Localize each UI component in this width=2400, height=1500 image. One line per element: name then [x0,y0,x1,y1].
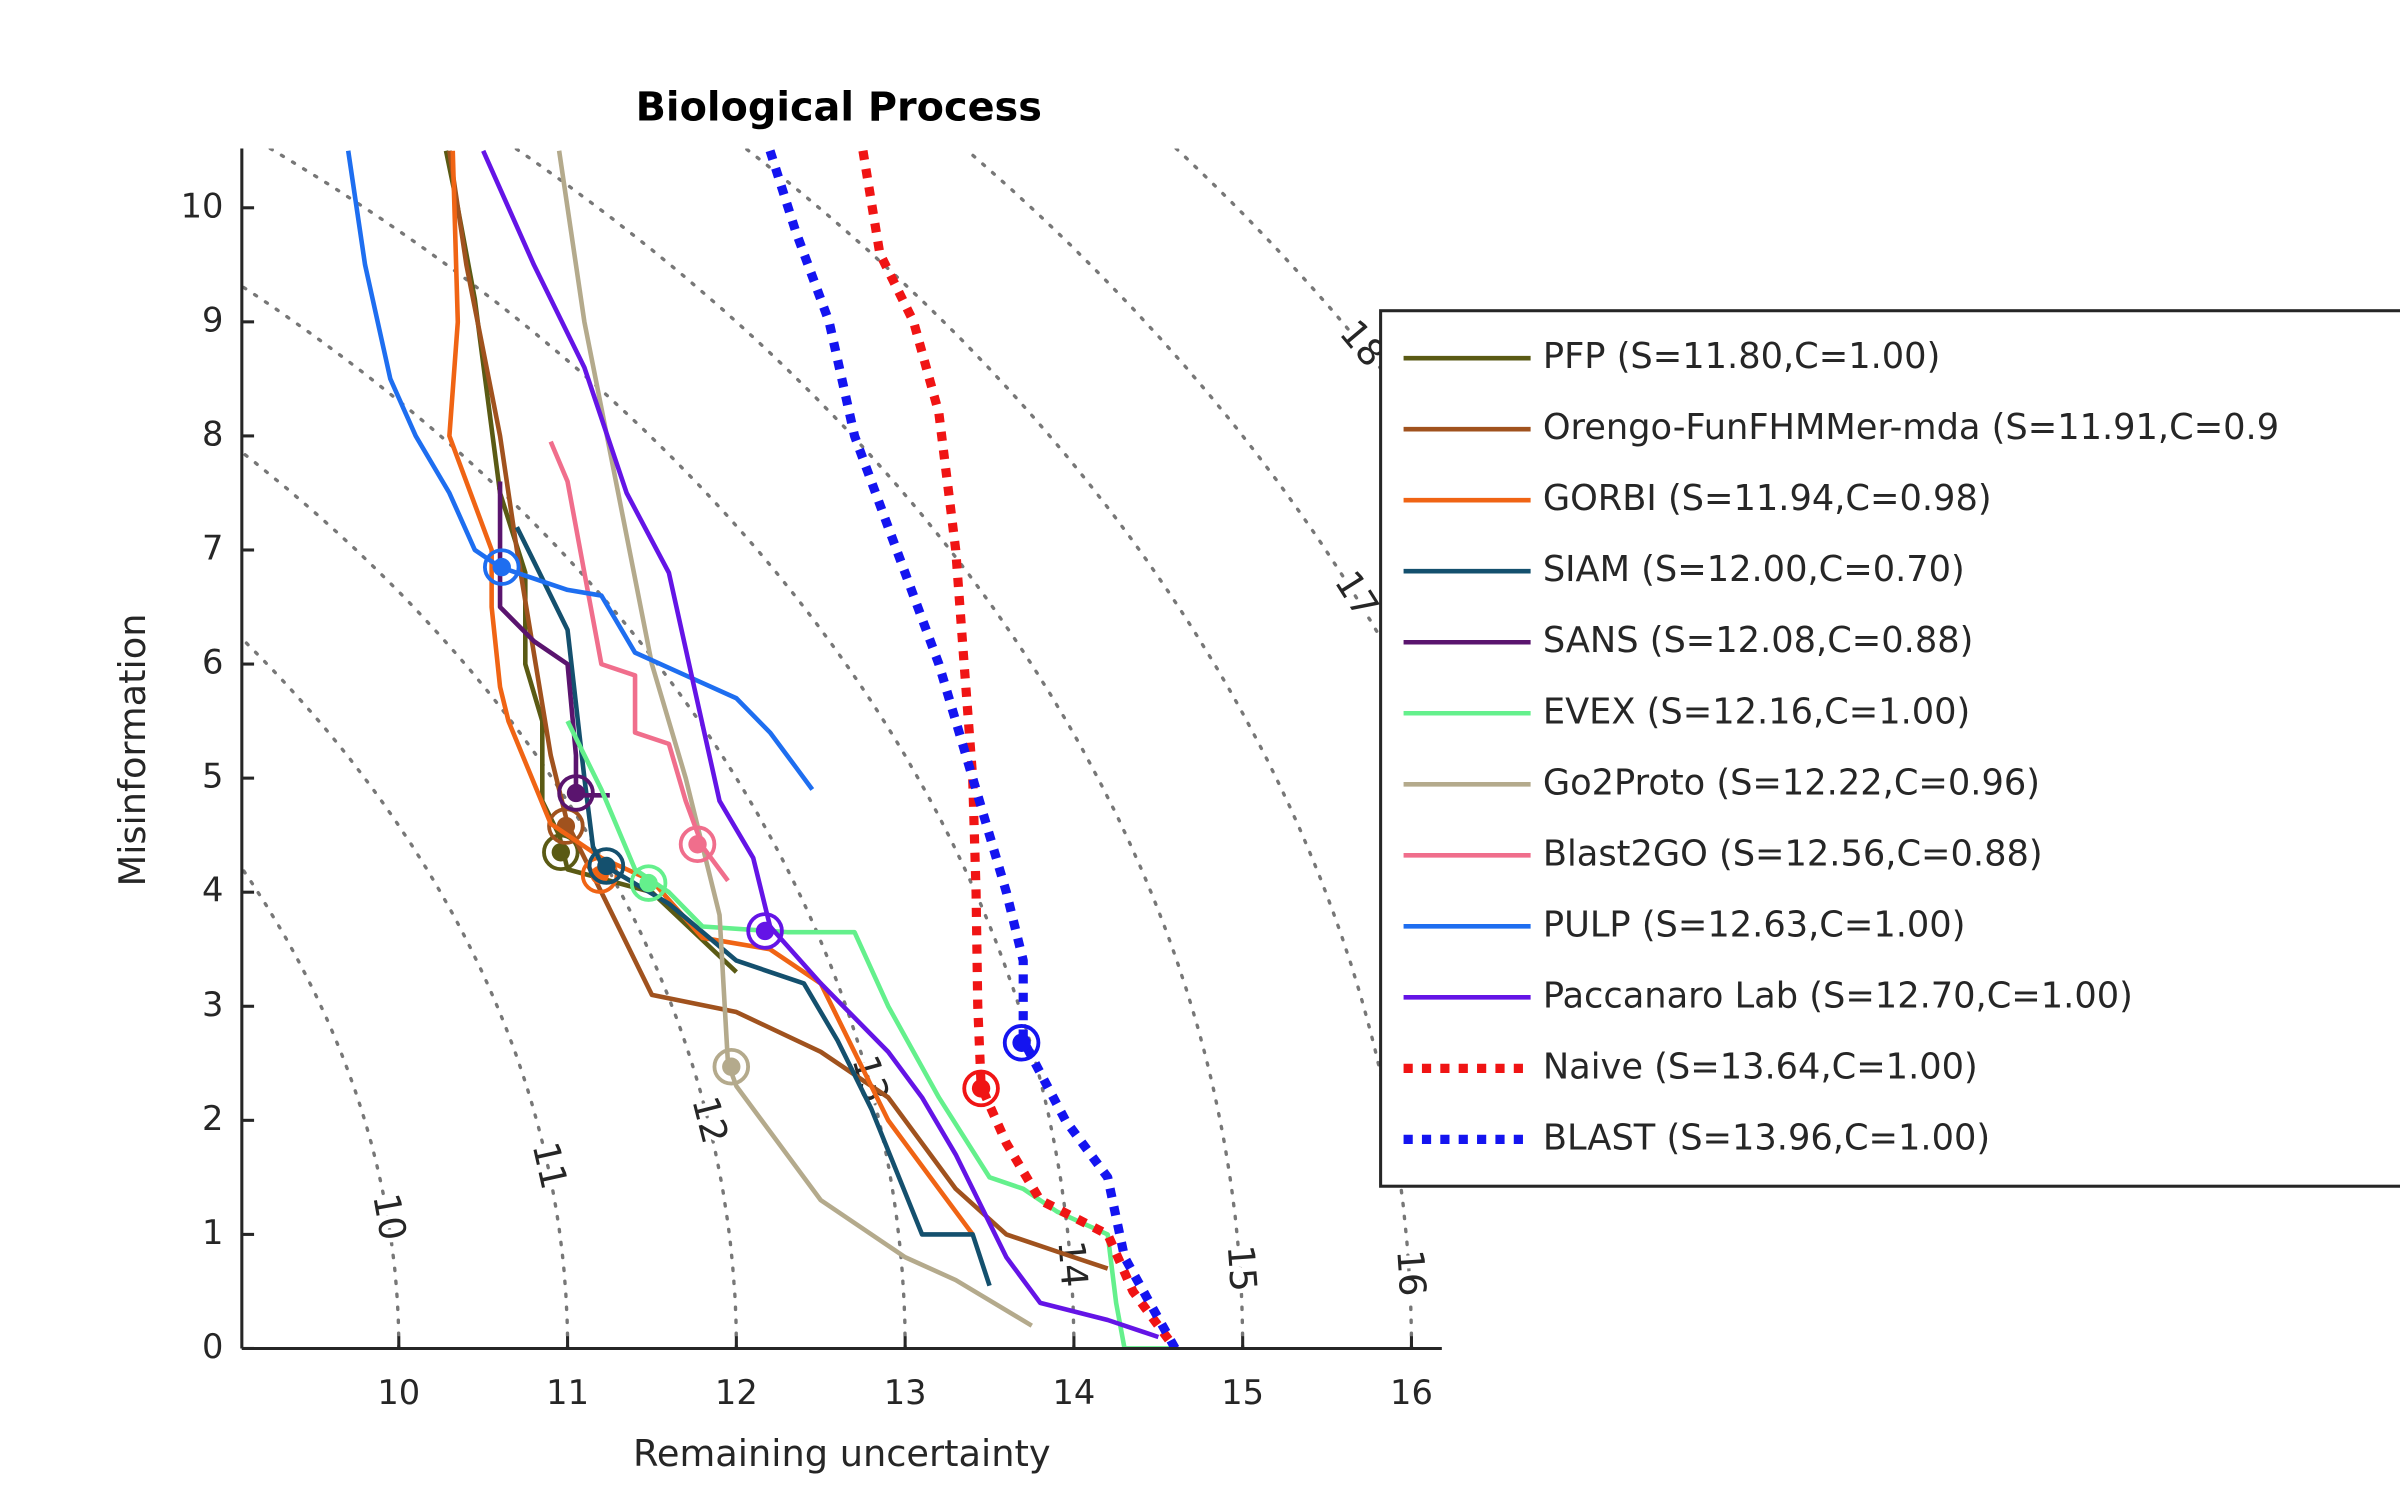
marker-ring [712,1047,751,1086]
marker-ring [629,864,668,902]
legend-box [1379,309,2400,1188]
marker-dot [722,1057,741,1076]
legend-label: GORBI (S=11.94,C=0.98) [1543,478,1992,519]
x-tick-label: 11 [546,1373,589,1412]
x-tick-label: 15 [1221,1373,1264,1412]
marker-ring [587,847,626,885]
y-tick-label: 7 [202,528,223,567]
legend-label: PFP (S=11.80,C=1.00) [1543,336,1940,377]
series-line [858,150,1179,1349]
marker-dot [551,843,571,862]
marker-ring [962,1069,1000,1108]
legend-label: SANS (S=12.08,C=0.88) [1543,620,1974,661]
contour-line [1174,148,1442,452]
series-line [548,440,730,883]
legend-label: Orengo-FunFHMMer-mda (S=11.91,C=0.9 [1543,407,2279,448]
y-tick-label: 5 [202,757,223,796]
legend-label: SIAM (S=12.00,C=0.70) [1543,549,1965,590]
contour-label: 16 [1388,1248,1434,1297]
series-line [447,150,1109,1271]
marker-ring [678,825,717,864]
marker-dot [688,835,707,854]
chart-title: Biological Process [636,85,1042,131]
legend-label: Paccanaro Lab (S=12.70,C=1.00) [1543,975,2133,1016]
legend-label: BLAST (S=13.96,C=1.00) [1543,1117,1990,1158]
marker-ring [746,912,784,950]
contour-line [241,636,570,1349]
marker-dot [971,1079,991,1098]
contour-label: 12 [683,1092,736,1148]
marker-ring [542,833,580,872]
legend-label: Go2Proto (S=12.22,C=0.96) [1543,762,2040,803]
y-tick-label: 6 [202,643,223,682]
contour-label: 17 [1326,563,1387,625]
x-axis-label: Remaining uncertainty [633,1432,1051,1475]
series-line [447,150,975,1236]
y-tick-label: 3 [202,985,223,1024]
series-line [556,150,1033,1328]
y-tick-label: 0 [202,1327,223,1366]
legend-label: Blast2GO (S=12.56,C=0.88) [1543,833,2043,874]
y-tick-label: 1 [202,1213,223,1252]
y-tick-label: 2 [202,1099,223,1138]
marker-dot [1012,1033,1031,1052]
y-tick-label: 4 [202,871,223,910]
legend-label: Naive (S=13.64,C=1.00) [1543,1046,1978,1087]
contours [241,148,1442,1349]
marker-ring [557,774,595,812]
y-tick-label: 9 [202,300,223,339]
legend-label: EVEX (S=12.16,C=1.00) [1543,691,1970,732]
lines [345,149,1180,1349]
x-tick-label: 12 [715,1373,758,1412]
series-line [345,150,815,791]
contour-label: 15 [1219,1244,1265,1294]
marker-dot [566,783,586,803]
legend-label: PULP (S=12.63,C=1.00) [1543,904,1966,945]
contour-line [241,865,401,1349]
marker-ring [547,807,585,845]
x-tick-label: 13 [884,1373,927,1412]
contour-line [513,148,1245,1349]
contour-label: 10 [364,1190,415,1244]
y-axis-label: Misinformation [111,614,154,887]
contour-label: 11 [524,1138,576,1193]
contour-line [963,148,1442,758]
series-line [514,526,992,1287]
x-tick-label: 10 [377,1373,420,1412]
marker-dot [639,873,658,893]
contour-line [241,284,907,1349]
x-tick-label: 16 [1390,1373,1433,1412]
marker-dot [492,557,511,577]
y-tick-label: 10 [181,186,224,225]
series-line [765,149,1180,1349]
marker-ring [483,548,521,586]
contour-line [744,148,1414,1349]
x-tick-label: 14 [1052,1373,1095,1412]
y-tick-label: 8 [202,414,223,453]
marker-dot [755,921,775,941]
marker-dot [597,856,616,876]
legend: PFP (S=11.80,C=1.00) Orengo-FunFHMMer-mda… [1379,309,2400,1188]
marker-ring [1002,1024,1041,1062]
